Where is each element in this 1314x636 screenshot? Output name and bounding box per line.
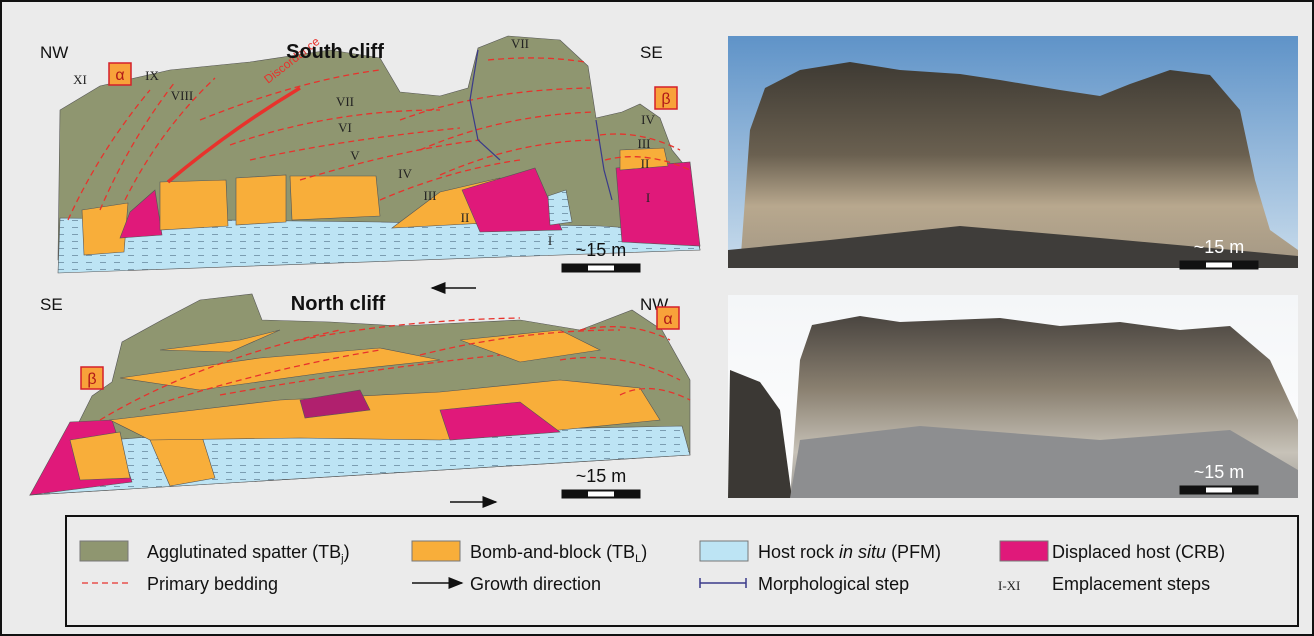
unit-label: II bbox=[461, 210, 470, 225]
scale-label: ~15 m bbox=[576, 466, 627, 486]
legend-symbol: I-XI bbox=[998, 578, 1020, 593]
legend-text: Agglutinated spatter (TB bbox=[147, 542, 341, 562]
figure: DiscordanceXIXIXVIIIVIIVIVIVIIIIIIVIIIVI… bbox=[0, 0, 1314, 636]
unit-label: I bbox=[646, 190, 650, 205]
unit-label: XI bbox=[73, 72, 87, 87]
scale-bar-white bbox=[588, 266, 614, 271]
legend-label: Emplacement steps bbox=[1052, 574, 1210, 594]
unit-label: III bbox=[424, 188, 437, 203]
unit-label: VI bbox=[338, 120, 352, 135]
unit-label: III bbox=[638, 136, 651, 151]
scale-label: ~15 m bbox=[576, 240, 627, 260]
legend-label: Bomb-and-block (TBL) bbox=[470, 542, 647, 565]
bomb-block bbox=[70, 432, 130, 480]
legend-text: Morphological step bbox=[758, 574, 909, 594]
bomb-block bbox=[160, 180, 228, 230]
unit-label: VII bbox=[336, 94, 354, 109]
legend-label: Morphological step bbox=[758, 574, 909, 594]
legend-text: Primary bedding bbox=[147, 574, 278, 594]
unit-label: I bbox=[548, 233, 552, 248]
legend-label: Primary bedding bbox=[147, 574, 278, 594]
legend-text: ) bbox=[344, 542, 350, 562]
scale-bar-white bbox=[1206, 263, 1232, 268]
legend-text: Displaced host (CRB) bbox=[1052, 542, 1225, 562]
scale-label: ~15 m bbox=[1194, 462, 1245, 482]
legend-text: Growth direction bbox=[470, 574, 601, 594]
displaced-host bbox=[616, 162, 700, 246]
direction-label: SE bbox=[640, 43, 663, 62]
marker-label: β bbox=[87, 371, 96, 388]
bomb-block bbox=[236, 175, 286, 225]
legend-label: Agglutinated spatter (TBj) bbox=[147, 542, 350, 565]
legend-swatch bbox=[412, 541, 460, 561]
marker-label: α bbox=[663, 311, 672, 328]
legend-text: in situ bbox=[839, 542, 886, 562]
direction-label: NW bbox=[40, 43, 68, 62]
panel-title: South cliff bbox=[286, 41, 384, 63]
scale-bar-white bbox=[588, 492, 614, 497]
legend-text: (PFM) bbox=[886, 542, 941, 562]
unit-label: V bbox=[350, 148, 360, 163]
legend-label: Host rock in situ (PFM) bbox=[758, 542, 941, 562]
legend-swatch bbox=[80, 541, 128, 561]
legend-text: Bomb-and-block (TB bbox=[470, 542, 635, 562]
legend-swatch bbox=[1000, 541, 1048, 561]
legend-label: Displaced host (CRB) bbox=[1052, 542, 1225, 562]
legend-text: ) bbox=[641, 542, 647, 562]
marker-label: β bbox=[661, 91, 670, 108]
unit-label: VII bbox=[511, 36, 529, 51]
panel-title: North cliff bbox=[291, 293, 386, 315]
direction-label: SE bbox=[40, 295, 63, 314]
unit-label: IV bbox=[641, 112, 655, 127]
legend-swatch bbox=[700, 541, 748, 561]
scale-label: ~15 m bbox=[1194, 237, 1245, 257]
legend-text: Emplacement steps bbox=[1052, 574, 1210, 594]
unit-label: IX bbox=[145, 68, 159, 83]
marker-label: α bbox=[115, 67, 124, 84]
unit-label: IV bbox=[398, 166, 412, 181]
unit-label: VIII bbox=[171, 88, 193, 103]
bomb-block bbox=[290, 176, 380, 220]
legend-text: Host rock bbox=[758, 542, 839, 562]
scale-bar-white bbox=[1206, 488, 1232, 493]
bomb-block bbox=[82, 203, 128, 255]
legend-label: Growth direction bbox=[470, 574, 601, 594]
unit-label: II bbox=[641, 156, 650, 171]
